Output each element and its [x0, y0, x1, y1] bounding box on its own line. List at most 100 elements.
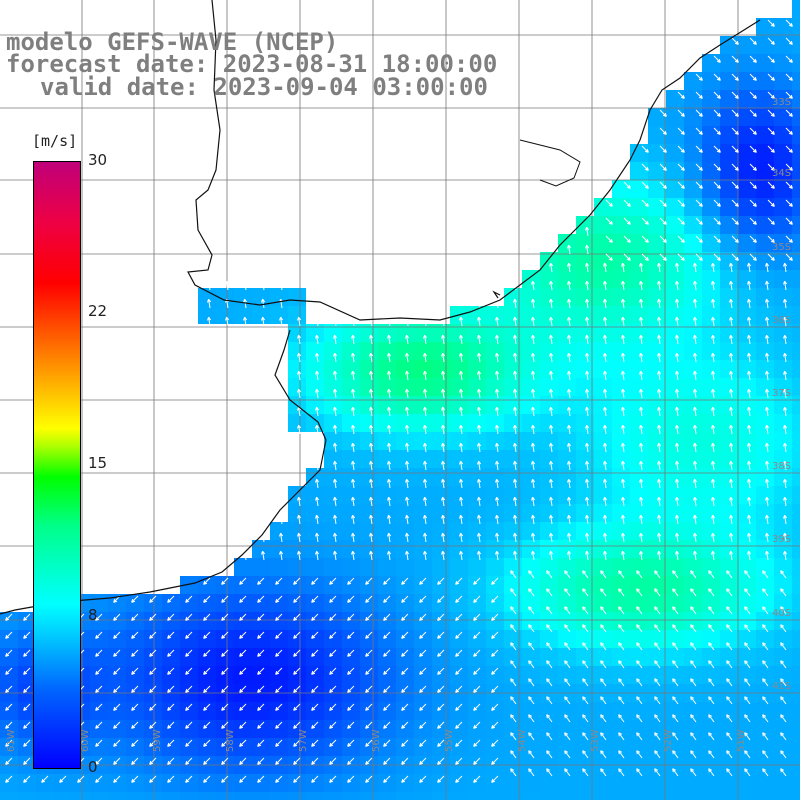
field-cell: [684, 90, 702, 108]
wind-arrow: [567, 514, 572, 525]
wind-arrow: [419, 577, 427, 585]
field-cell: [558, 666, 576, 684]
field-cell: [648, 432, 666, 450]
wind-arrow: [491, 775, 499, 783]
field-cell: [324, 630, 342, 648]
wind-arrow: [582, 570, 589, 579]
field-cell: [684, 234, 702, 252]
field-cell: [738, 252, 756, 270]
field-cell: [558, 648, 576, 666]
longitude-label: 57W: [298, 729, 309, 752]
field-cell: [612, 180, 630, 198]
wind-arrow: [621, 316, 626, 327]
wind-arrow: [149, 595, 157, 603]
field-cell: [720, 792, 738, 800]
field-cell: [432, 450, 450, 468]
field-cell: [288, 720, 306, 738]
field-cell: [216, 630, 234, 648]
wind-arrow: [675, 532, 680, 543]
wind-arrow: [603, 532, 608, 543]
wind-arrow: [618, 624, 625, 633]
field-cell: [540, 270, 558, 288]
wind-arrow: [693, 262, 698, 273]
field-cell: [324, 576, 342, 594]
wind-arrow: [95, 613, 103, 621]
wind-arrow: [623, 199, 631, 207]
wind-arrow: [510, 588, 517, 597]
field-cell: [594, 324, 612, 342]
field-cell: [612, 468, 630, 486]
field-cell: [792, 468, 800, 486]
field-cell: [180, 738, 198, 756]
wind-arrow: [765, 334, 770, 345]
field-cell: [558, 540, 576, 558]
field-cell: [450, 738, 468, 756]
field-cell: [468, 612, 486, 630]
wind-arrow: [546, 750, 553, 759]
wind-arrow: [329, 703, 337, 711]
field-cell: [504, 576, 522, 594]
wind-arrow: [546, 678, 553, 687]
wind-arrow: [582, 660, 589, 669]
field-cell: [306, 360, 324, 378]
field-cell: [774, 270, 792, 288]
wind-arrow: [239, 685, 247, 693]
field-cell: [216, 612, 234, 630]
field-cell: [486, 450, 504, 468]
field-cell: [720, 378, 738, 396]
field-cell: [648, 324, 666, 342]
field-cell: [702, 360, 720, 378]
wind-arrow: [729, 316, 734, 327]
field-cell: [684, 270, 702, 288]
field-cell: [468, 648, 486, 666]
field-cell: [270, 594, 288, 612]
longitude-label: 61W: [6, 729, 17, 752]
field-cell: [792, 198, 800, 216]
field-cell: [540, 306, 558, 324]
field-cell: [468, 324, 486, 342]
field-cell: [558, 270, 576, 288]
wind-arrow: [531, 550, 536, 561]
field-cell: [792, 108, 800, 126]
wind-arrow: [459, 496, 464, 507]
field-cell: [630, 540, 648, 558]
wind-arrow: [221, 631, 229, 639]
wind-arrow: [549, 262, 554, 273]
field-cell: [558, 612, 576, 630]
wind-arrow: [780, 642, 787, 651]
field-cell: [612, 486, 630, 504]
field-cell: [558, 504, 576, 522]
field-cell: [288, 702, 306, 720]
field-cell: [612, 612, 630, 630]
wind-arrow: [95, 721, 103, 729]
wind-arrow: [495, 496, 500, 507]
wind-arrow: [621, 478, 626, 489]
field-cell: [504, 342, 522, 360]
field-cell: [738, 90, 756, 108]
wind-arrow: [731, 235, 739, 243]
wind-arrow: [618, 588, 625, 597]
wind-arrow: [405, 478, 410, 489]
wind-arrow: [749, 235, 757, 243]
wind-arrow: [675, 316, 680, 327]
wind-arrow: [639, 388, 644, 399]
wind-arrow: [23, 703, 31, 711]
wind-arrow: [549, 280, 554, 291]
field-cell: [432, 522, 450, 540]
wind-arrow: [459, 514, 464, 525]
field-cell: [342, 414, 360, 432]
wind-arrow: [564, 732, 571, 741]
field-cell: [594, 738, 612, 756]
wind-arrow: [783, 406, 788, 417]
field-cell: [774, 468, 792, 486]
field-cell: [630, 198, 648, 216]
field-cell: [288, 630, 306, 648]
wind-arrow: [767, 145, 775, 153]
field-cell: [666, 180, 684, 198]
wind-arrow: [437, 739, 445, 747]
field-cell: [720, 198, 738, 216]
wind-arrow: [513, 442, 518, 453]
wind-arrow: [641, 199, 649, 207]
field-cell: [720, 414, 738, 432]
field-cell: [612, 342, 630, 360]
